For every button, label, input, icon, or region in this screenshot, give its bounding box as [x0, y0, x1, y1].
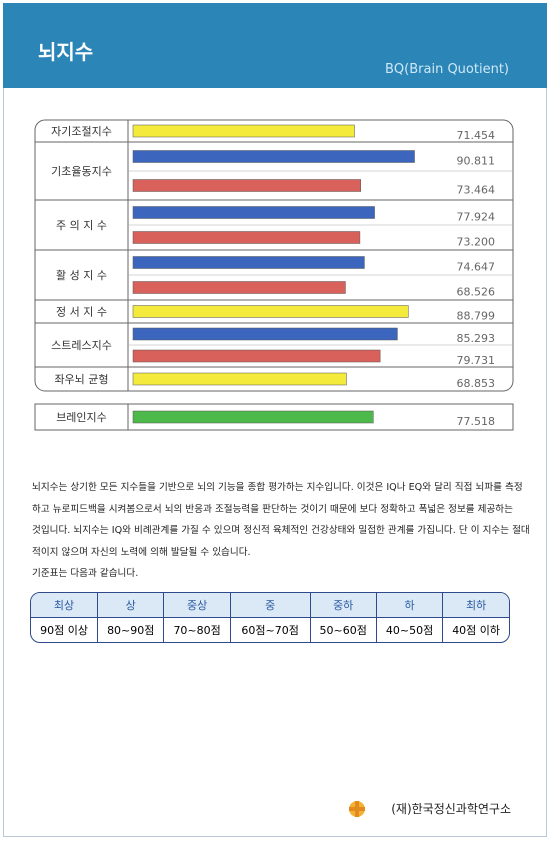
index-label: 브레인지수 — [56, 411, 107, 424]
index-label: 좌우뇌 균형 — [54, 373, 108, 386]
index-label: 주 의 지 수 — [56, 219, 107, 232]
grade-table: 최상 상 중상 중 중하 하 최하 90점 이상 80~90점 70~80점 60점~70점 50~6… — [30, 592, 510, 643]
bar — [132, 124, 355, 138]
chart-box — [34, 119, 514, 392]
title: 뇌지수 — [38, 40, 94, 64]
footer: (재)한국정신과학연구소 — [391, 802, 511, 816]
index-chart: 자기조절지수 71.454 기초율동지수 90.811 73.464 주 의 지 수 77.… — [34, 119, 514, 431]
value-label: 68.526 — [457, 286, 496, 299]
grade-row: 최상 상 중상 중 중하 하 최하 — [31, 593, 509, 618]
header — [3, 3, 547, 88]
index-label: 정 서 지 수 — [56, 306, 107, 319]
grade-cell: 40점 이하 — [452, 624, 501, 637]
value-label: 77.518 — [457, 415, 496, 428]
grade-row: 90점 이상 80~90점 70~80점 60점~70점 50~60점 40~50점 40점… — [31, 618, 509, 642]
value-label: 85.293 — [457, 332, 496, 345]
bar — [132, 372, 347, 386]
index-label: 자기조절지수 — [51, 125, 112, 138]
logo — [349, 801, 365, 817]
grade-cell: 최하 — [443, 593, 509, 618]
grade-cell: 80~90점 — [98, 618, 165, 642]
bar — [132, 410, 374, 424]
value-label: 90.811 — [457, 155, 496, 168]
grade-cell: 최상 — [31, 593, 99, 618]
grade-cell: 하 — [376, 593, 444, 618]
bar — [132, 349, 381, 363]
bar — [132, 150, 415, 163]
grade-cell: 70~80점 — [164, 618, 231, 642]
grade-cell: 중상 — [164, 593, 231, 618]
index-label: 활 성 지 수 — [56, 268, 107, 282]
brain-box — [34, 403, 514, 431]
bar — [132, 305, 409, 318]
bar — [132, 281, 346, 294]
index-label: 기초율동지수 — [51, 165, 112, 178]
grade-cell: 중하 — [310, 593, 377, 618]
value-label: 79.731 — [457, 354, 496, 367]
grade-cell: 50~60점 — [311, 618, 377, 642]
paragraph-line: 기준표는 다음과 같습니다. — [32, 568, 139, 579]
bar — [132, 256, 365, 269]
paragraph-line: 하고 뉴로피드백을 시켜봄으로서 뇌의 반응과 조절능력을 판단하는 것이기 때… — [32, 503, 513, 515]
index-label: 스트레스지수 — [51, 339, 112, 352]
value-label: 71.454 — [457, 129, 496, 142]
grade-cell: 상 — [98, 593, 165, 618]
bar — [132, 231, 361, 244]
grade-cell: 60점~70점 — [231, 618, 311, 642]
bar — [132, 179, 361, 192]
value-label: 88.799 — [457, 310, 496, 323]
grade-cell: 90점 이상 — [31, 618, 99, 642]
value-label: 68.853 — [457, 377, 496, 390]
bar — [132, 206, 375, 219]
value-label: 73.464 — [457, 184, 496, 197]
value-label: 77.924 — [457, 211, 496, 224]
paragraph-line: 뇌지수는 상기한 모든 지수들을 기반으로 뇌의 기능을 종합 평가하는 지수입… — [32, 482, 523, 493]
bar — [132, 327, 398, 341]
paragraph-line: 것입니다. 뇌지수는 IQ와 비례관계를 가질 수 있으며 정신적 육체적인 건… — [32, 525, 530, 536]
subtitle: BQ(Brain Quotient) — [385, 62, 509, 77]
value-label: 73.200 — [457, 236, 496, 249]
value-label: 74.647 — [457, 261, 496, 274]
grade-cell: 중 — [230, 593, 311, 618]
grade-cell: 40~50점 — [377, 618, 444, 642]
paragraph-line: 적이지 않으며 자신의 노력에 의해 발달될 수 있습니다. — [32, 546, 251, 558]
